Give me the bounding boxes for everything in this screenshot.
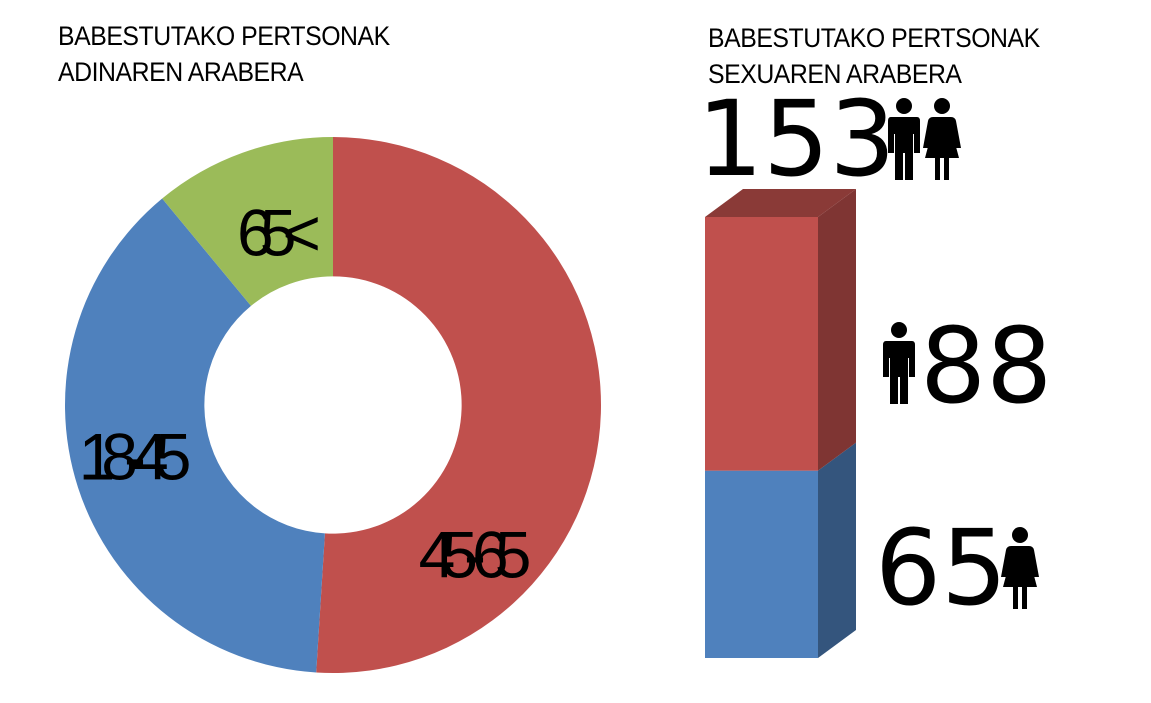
bar-chart-title: BABESTUTAKO PERTSONAK SEXUAREN ARABERA <box>708 20 1040 92</box>
bar-title-line-1: BABESTUTAKO PERTSONAK <box>708 23 1040 53</box>
donut-slice-label: 18-45 <box>79 419 189 493</box>
donut-title-line-1: BABESTUTAKO PERTSONAK <box>58 21 390 51</box>
bar-segment-gizonak <box>705 217 818 471</box>
bar-value-label: 65 <box>875 507 1007 629</box>
donut-slice-label: 45-65 <box>419 517 529 591</box>
bar-segment-side-emakumeak <box>818 442 856 658</box>
man-icon <box>888 98 920 180</box>
bar-title-line-2: SEXUAREN ARABERA <box>708 59 962 89</box>
bar-segment-side-gizonak <box>818 189 856 471</box>
woman-icon <box>1001 527 1039 609</box>
donut-title-line-2: ADINAREN ARABERA <box>58 57 304 87</box>
donut-chart-title: BABESTUTAKO PERTSONAK ADINAREN ARABERA <box>58 18 390 90</box>
donut-slice-65 <box>162 137 333 306</box>
bar-top-face <box>705 189 856 217</box>
bar-segment-emakumeak <box>705 470 818 658</box>
man-icon <box>883 322 915 404</box>
total-value: 153 <box>697 78 896 200</box>
donut-chart <box>64 137 601 673</box>
woman-icon <box>923 98 961 180</box>
donut-slice-4565 <box>316 137 601 673</box>
donut-slice-label: 65< <box>237 195 318 269</box>
bar-value-label: 88 <box>920 305 1052 427</box>
donut-slice-1845 <box>64 198 325 673</box>
stacked-bar-chart <box>705 189 856 658</box>
